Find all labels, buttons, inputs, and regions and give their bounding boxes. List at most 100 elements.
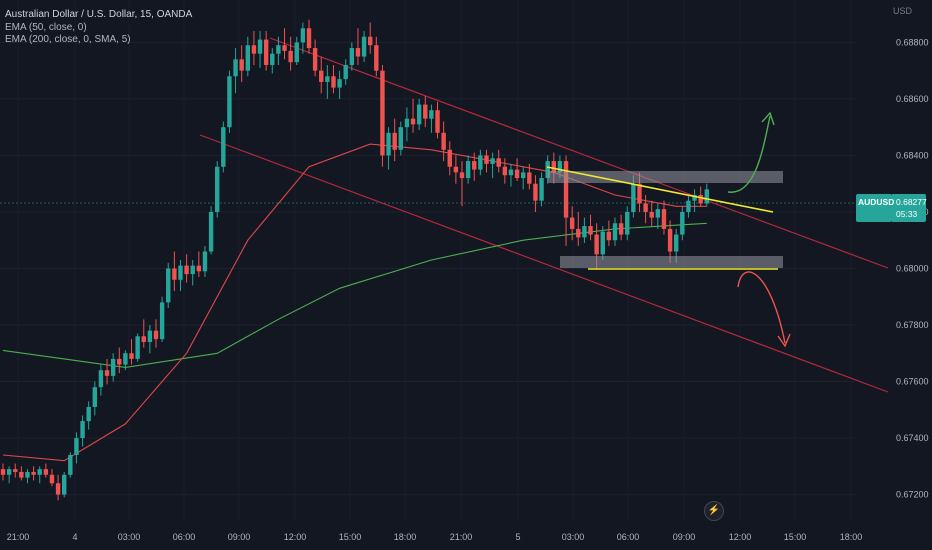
currency-label[interactable]: USD <box>892 6 912 16</box>
candle[interactable] <box>643 195 648 224</box>
candle[interactable] <box>514 158 520 181</box>
candle[interactable] <box>172 251 177 292</box>
candle[interactable] <box>655 203 661 229</box>
candle[interactable] <box>416 98 422 130</box>
candle[interactable] <box>361 31 367 63</box>
candle[interactable] <box>135 333 140 362</box>
candle[interactable] <box>355 28 361 65</box>
candle[interactable] <box>202 245 208 277</box>
ema200-legend[interactable]: EMA (200, close, 0, SMA, 5) <box>5 34 131 45</box>
candle[interactable] <box>521 166 526 190</box>
candle[interactable] <box>606 220 612 246</box>
candle[interactable] <box>398 121 403 156</box>
candle[interactable] <box>692 189 697 212</box>
candle[interactable] <box>661 200 667 235</box>
candle[interactable] <box>435 101 440 139</box>
candle[interactable] <box>649 200 654 227</box>
candle[interactable] <box>13 463 18 478</box>
candle[interactable] <box>25 469 30 484</box>
candle[interactable] <box>37 466 42 484</box>
candle[interactable] <box>306 19 312 54</box>
candle[interactable] <box>686 195 691 218</box>
candle[interactable] <box>294 36 299 65</box>
candle[interactable] <box>129 339 134 365</box>
candle[interactable] <box>667 220 673 263</box>
candle[interactable] <box>55 474 61 501</box>
candle[interactable] <box>484 149 489 173</box>
candle[interactable] <box>429 104 434 133</box>
candle[interactable] <box>270 48 275 74</box>
candle[interactable] <box>251 31 257 65</box>
candle[interactable] <box>423 96 428 128</box>
candle[interactable] <box>704 183 709 207</box>
candle[interactable] <box>227 70 232 133</box>
candle[interactable] <box>465 155 471 184</box>
candle[interactable] <box>410 98 416 133</box>
candle[interactable] <box>190 260 195 286</box>
candle[interactable] <box>325 65 330 99</box>
candle[interactable] <box>478 149 483 176</box>
candle[interactable] <box>392 118 397 162</box>
candle[interactable] <box>698 186 703 207</box>
candle[interactable] <box>343 59 348 85</box>
candle[interactable] <box>496 149 501 173</box>
candle[interactable] <box>600 226 605 260</box>
candle[interactable] <box>263 31 269 71</box>
candle[interactable] <box>527 163 532 190</box>
candle[interactable] <box>576 211 581 246</box>
candle[interactable] <box>374 36 379 77</box>
candle[interactable] <box>588 214 593 241</box>
candle[interactable] <box>6 466 12 484</box>
candle[interactable] <box>459 161 465 207</box>
candle[interactable] <box>153 319 159 348</box>
candle[interactable] <box>282 28 287 60</box>
candle[interactable] <box>300 22 306 54</box>
candle[interactable] <box>178 260 183 292</box>
candle[interactable] <box>453 155 459 184</box>
candle[interactable] <box>141 319 146 348</box>
candle[interactable] <box>110 353 116 382</box>
tradingview-logo-icon[interactable]: ⚡ <box>704 501 724 521</box>
ema50-legend[interactable]: EMA (50, close, 0) <box>5 21 87 33</box>
candle[interactable] <box>92 381 97 416</box>
candle[interactable] <box>208 206 214 255</box>
time-axis[interactable]: 21:00 4 03:00 06:00 09:00 12:00 15:00 18:00 21:0… <box>7 532 863 542</box>
candle[interactable] <box>98 364 104 396</box>
candle[interactable] <box>104 358 110 385</box>
candle[interactable] <box>545 155 550 184</box>
candle[interactable] <box>349 42 355 71</box>
candle[interactable] <box>257 31 263 68</box>
candle[interactable] <box>74 432 79 464</box>
candle[interactable] <box>490 152 495 179</box>
candle[interactable] <box>380 65 385 167</box>
candle[interactable] <box>533 175 538 212</box>
candle[interactable] <box>31 466 36 481</box>
candle[interactable] <box>319 56 324 94</box>
candle[interactable] <box>159 296 165 342</box>
candle[interactable] <box>86 401 91 430</box>
candle[interactable] <box>582 217 587 244</box>
candle[interactable] <box>569 206 575 241</box>
candle[interactable] <box>618 214 624 241</box>
candle[interactable] <box>215 161 220 218</box>
candle[interactable] <box>563 155 569 246</box>
candle[interactable] <box>43 463 49 478</box>
candle[interactable] <box>508 163 514 187</box>
candle[interactable] <box>276 36 281 65</box>
candle[interactable] <box>245 36 250 77</box>
candle[interactable] <box>233 48 238 94</box>
candle[interactable] <box>196 251 202 277</box>
candle[interactable] <box>502 158 508 184</box>
candle[interactable] <box>0 463 6 481</box>
candle[interactable] <box>368 22 373 54</box>
price-axis[interactable]: 0.67200 0.67400 0.67600 0.67800 0.68000 0.682… <box>896 37 929 499</box>
candle[interactable] <box>80 415 85 447</box>
candle[interactable] <box>19 466 24 481</box>
candle[interactable] <box>312 39 318 77</box>
candle[interactable] <box>447 141 452 176</box>
candle[interactable] <box>680 206 685 241</box>
candle[interactable] <box>62 471 67 498</box>
candles[interactable] <box>0 19 709 501</box>
candle[interactable] <box>123 350 128 371</box>
